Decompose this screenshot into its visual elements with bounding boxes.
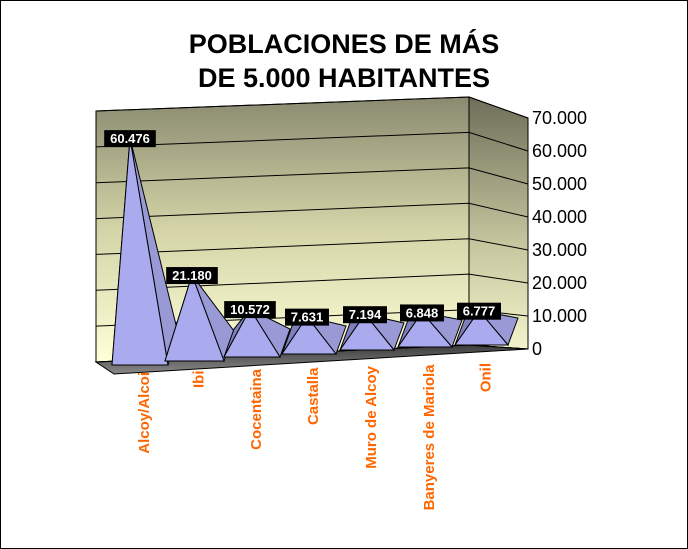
category-label: Ibi: [191, 371, 208, 389]
data-label: 21.180: [172, 268, 212, 283]
y-tick-label: 10.000: [532, 306, 587, 326]
chart-title-line-2: DE 5.000 HABITANTES: [198, 63, 490, 93]
y-axis-tick-labels: 0 10.000 20.000 30.000 40.000 50.000 60.000 70.…: [532, 108, 587, 359]
data-label-box: [400, 304, 444, 322]
gridline: [95, 167, 529, 185]
y-tick-label: 20.000: [532, 273, 587, 293]
category-label: Muro de Alcoy: [363, 365, 380, 468]
y-tick-label: 70.000: [532, 108, 587, 128]
data-label-box: [285, 308, 329, 326]
y-tick-label: 30.000: [532, 240, 587, 260]
data-label: 6.848: [406, 305, 439, 320]
data-label: 7.194: [349, 307, 382, 322]
category-label: Castalla: [305, 367, 322, 425]
gridline: [95, 238, 529, 255]
category-labels: Alcoy/Alcoi Ibi Cocentaina Castalla Muro de …: [136, 363, 495, 510]
pyramid: [339, 313, 396, 351]
pyramid: [164, 273, 225, 362]
pyramid: [454, 309, 510, 346]
category-label: Alcoy/Alcoi: [136, 372, 153, 454]
pyramid: [397, 311, 454, 348]
data-label-box: [104, 130, 156, 148]
gridline: [95, 96, 529, 119]
data-label-box: [343, 306, 387, 324]
data-label: 7.631: [291, 310, 324, 325]
data-label-box: [166, 267, 218, 285]
data-label: 6.777: [463, 304, 496, 319]
data-label: 60.476: [110, 131, 150, 146]
data-label: 10.572: [230, 302, 270, 317]
pyramid-series: [111, 138, 519, 366]
category-label: Cocentaina: [248, 368, 265, 450]
pyramid: [111, 138, 169, 366]
y-tick-label: 0: [532, 339, 542, 359]
data-label-box: [224, 301, 276, 319]
gridline: [95, 273, 529, 291]
gridline: [95, 131, 529, 152]
y-tick-label: 50.000: [532, 174, 587, 194]
y-tick-label: 60.000: [532, 141, 587, 161]
chart-title-line-1: POBLACIONES DE MÁS: [189, 28, 500, 59]
data-label-box: [457, 302, 501, 320]
gridline: [95, 202, 529, 220]
pyramid: [223, 308, 281, 358]
data-labels: 60.476 21.180 10.572 7.631 7.194 6.848 6.777: [104, 130, 501, 326]
pyramid: [281, 315, 338, 355]
y-tick-label: 40.000: [532, 207, 587, 227]
category-label: Banyeres de Mariola: [421, 364, 438, 511]
category-label: Onil: [478, 363, 495, 392]
